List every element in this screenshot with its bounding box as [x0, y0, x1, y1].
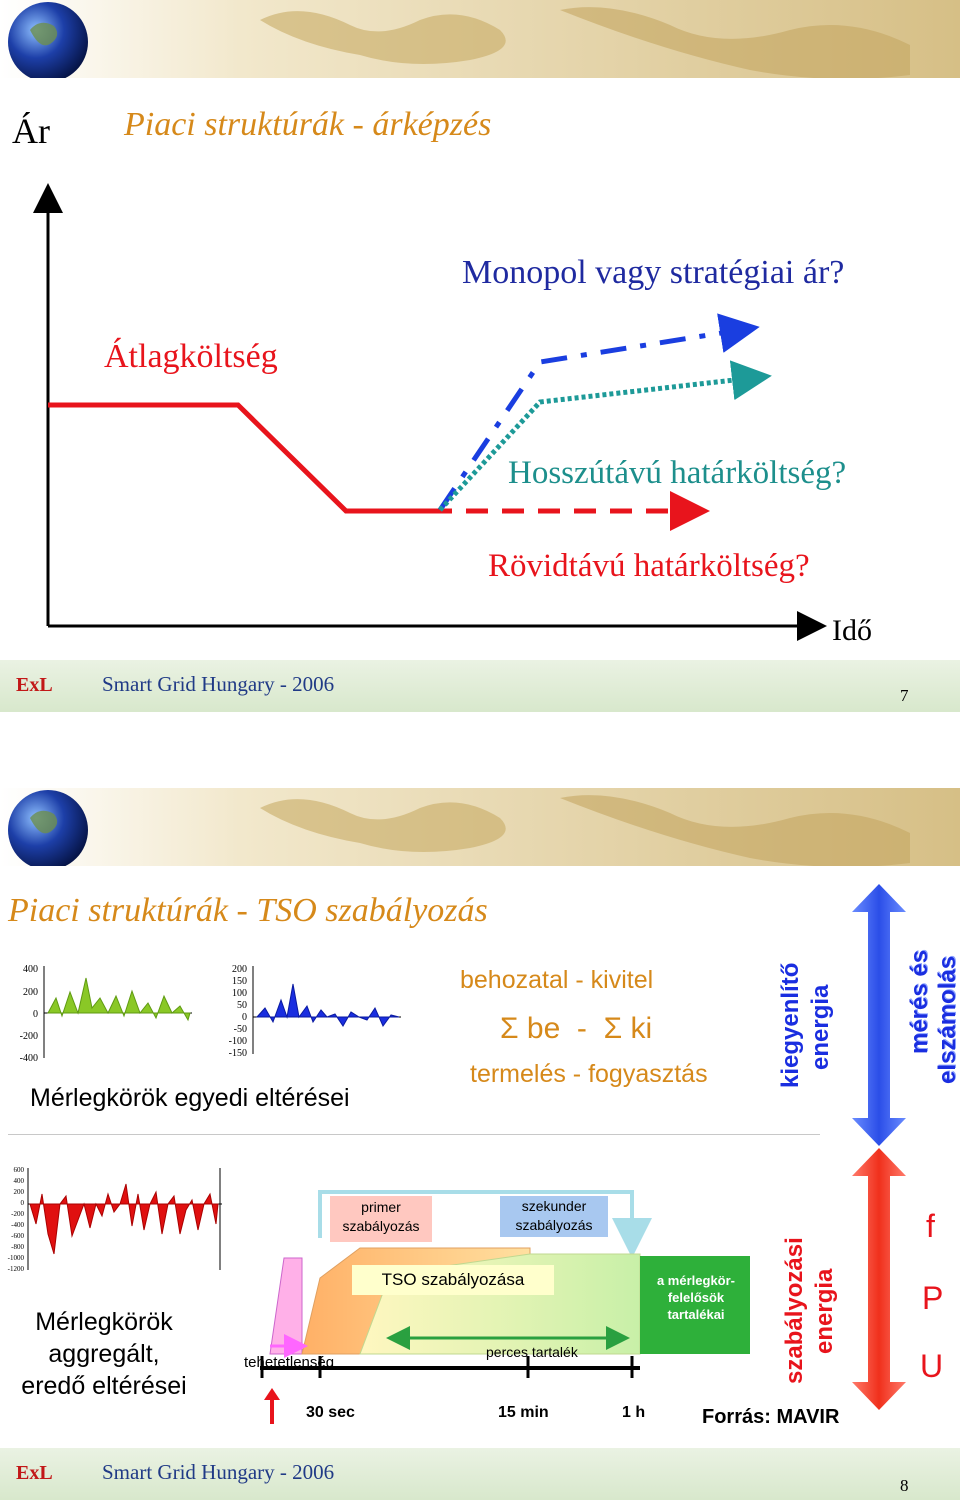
tick: 400 [23, 964, 38, 975]
chart2-ticks: 200 150 100 50 0 -50 -100 -150 [229, 964, 247, 1059]
tartalekai-line-3: tartalékai [667, 1307, 725, 1322]
meres-line-1: mérés és [906, 949, 933, 1054]
timeline-1h: 1 h [622, 1404, 646, 1421]
chart3-ticks: 600 400 200 0 -200 -400 -600 -800 -1000 … [8, 1166, 25, 1273]
slide-title: Piaci struktúrák - árképzés [124, 106, 492, 143]
meres-line-2: elszámolás [934, 955, 960, 1084]
tick: -1000 [8, 1254, 25, 1262]
label-merlegkorok-egyedi: Mérlegkörök egyedi eltérései [30, 1084, 350, 1112]
label-f: f [926, 1208, 935, 1244]
y-axis-label: Ár [12, 111, 50, 151]
tick: 0 [21, 1199, 25, 1207]
tick: 100 [232, 988, 247, 999]
primer-line-2: szabályozás [342, 1218, 420, 1234]
label-behozatal: behozatal - kivitel [460, 966, 654, 994]
chart2-series [255, 983, 400, 1027]
chart1-ticks: 400 200 0 -200 -400 [20, 964, 38, 1064]
tick: 0 [242, 1012, 247, 1023]
chart3-series [29, 1183, 219, 1255]
tick: 150 [232, 976, 247, 987]
primer-line-1: primer [361, 1199, 401, 1215]
box-tartalekai: a mérlegkör- felelősök tartalékai [644, 1272, 748, 1323]
tick: 400 [14, 1177, 25, 1185]
page-number: 7 [900, 686, 909, 705]
szekunder-line-1: szekunder [521, 1198, 587, 1214]
timeline-15min: 15 min [498, 1404, 549, 1421]
box-primer: primer szabályozás [330, 1196, 432, 1242]
average-cost-line [48, 402, 430, 514]
chart-individual-1: 400 200 0 -200 -400 [20, 964, 192, 1064]
long-run-marginal-line [438, 360, 772, 512]
box-tso: TSO szabályozása [352, 1265, 554, 1295]
aggr-line-2: aggregált, [48, 1340, 160, 1368]
szab-line-2: energia [811, 1268, 838, 1354]
footer: ExL Smart Grid Hungary - 2006 7 [0, 660, 960, 712]
label-merlegkorok-aggr: Mérlegkörök aggregált, eredő eltérései [6, 1306, 202, 1402]
chart-individual-2: 200 150 100 50 0 -50 -100 -150 [229, 964, 401, 1059]
label-atlagkoltseg: Átlagköltség [104, 338, 278, 375]
label-U: U [920, 1348, 944, 1384]
footer-logo: ExL [16, 674, 53, 696]
monopol-line [437, 313, 760, 512]
label-szab-energia: szabályozási energia [780, 1237, 840, 1384]
double-arrow-blue [852, 884, 906, 1146]
aggr-line-1: Mérlegkörök [35, 1308, 173, 1336]
tick: -100 [229, 1036, 247, 1047]
tick: -800 [11, 1243, 24, 1251]
footer-caption: Smart Grid Hungary - 2006 [102, 1460, 335, 1484]
tick: -50 [234, 1024, 247, 1035]
x-axis-label: Idő [832, 614, 872, 647]
label-monopol: Monopol vagy stratégiai ár? [462, 254, 845, 291]
tick: 200 [14, 1188, 25, 1196]
tick: -400 [20, 1053, 38, 1064]
timeline-30sec: 30 sec [306, 1404, 355, 1421]
label-termeles: termelés - fogyasztás [470, 1060, 708, 1088]
kiegyenlito-line-1: kiegyenlítő [777, 962, 804, 1088]
tick: -200 [20, 1031, 38, 1042]
label-meres: mérés és elszámolás [906, 950, 960, 1084]
label-perces: perces tartalék [486, 1344, 578, 1360]
label-kiegyenlito: kiegyenlítő energia [776, 963, 836, 1088]
tick: -150 [229, 1048, 247, 1059]
tick: 200 [232, 964, 247, 975]
kiegyenlito-line-2: energia [807, 984, 834, 1070]
label-forras: Forrás: MAVIR [702, 1406, 840, 1428]
tick: 50 [237, 1000, 247, 1011]
double-arrow-red [852, 1148, 906, 1410]
footer: ExL Smart Grid Hungary - 2006 8 [0, 1448, 960, 1500]
tick: 600 [14, 1166, 25, 1174]
box-szekunder: szekunder szabályozás [500, 1196, 608, 1237]
slide-title: Piaci struktúrák - TSO szabályozás [8, 892, 488, 929]
tick: -400 [11, 1221, 24, 1229]
szekunder-line-2: szabályozás [515, 1217, 593, 1233]
slide-8: Piaci struktúrák - TSO szabályozás 400 2… [0, 788, 960, 1503]
label-rovidtavu: Rövidtávú határköltség? [488, 548, 810, 584]
map-banner [0, 0, 960, 78]
tick: 200 [23, 987, 38, 998]
map-banner [0, 788, 960, 866]
tartalekai-line-2: felelősök [667, 1290, 725, 1305]
chart1-series [47, 977, 191, 1022]
slide-7: Ár Piaci struktúrák - árképzés Monopol v… [0, 0, 960, 712]
szab-line-1: szabályozási [781, 1237, 808, 1384]
label-sigma: Σ be - Σ ki [500, 1012, 653, 1045]
label-tehetetlenseg: tehetetlenség [244, 1354, 335, 1371]
tartalekai-line-1: a mérlegkör- [656, 1273, 736, 1288]
footer-caption: Smart Grid Hungary - 2006 [102, 672, 335, 696]
chart-aggregated: 600 400 200 0 -200 -400 -600 -800 -1000 … [8, 1166, 222, 1273]
tick: 0 [33, 1009, 38, 1020]
tick: -600 [11, 1232, 24, 1240]
page-number: 8 [900, 1476, 909, 1495]
footer-logo: ExL [16, 1462, 53, 1484]
label-hosszutavu: Hosszútávú határköltség? [508, 455, 847, 491]
tick: -1200 [8, 1265, 25, 1273]
label-P: P [922, 1280, 944, 1316]
aggr-line-3: eredő eltérései [21, 1372, 187, 1400]
tick: -200 [11, 1210, 24, 1218]
divider [8, 1134, 820, 1135]
price-diagram [33, 183, 827, 641]
